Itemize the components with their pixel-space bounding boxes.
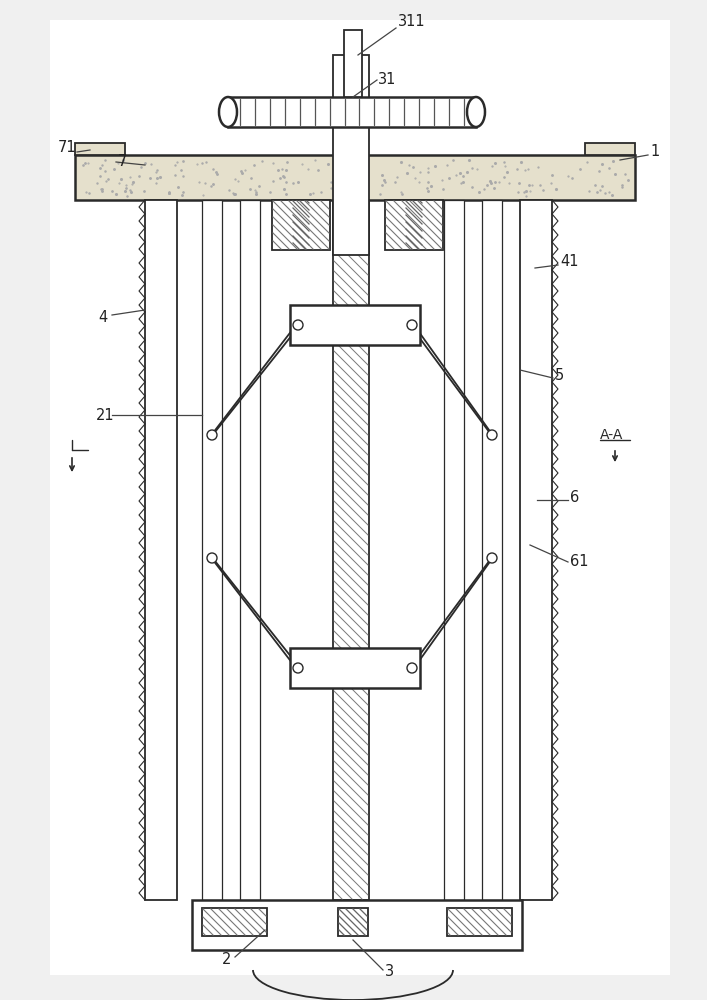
Text: 1: 1 <box>650 144 659 159</box>
Bar <box>202 200 222 900</box>
Circle shape <box>293 663 303 673</box>
Bar <box>290 305 420 345</box>
Circle shape <box>207 553 217 563</box>
Text: 3: 3 <box>385 964 394 980</box>
Ellipse shape <box>467 97 485 127</box>
Bar <box>520 200 552 900</box>
Text: A-A: A-A <box>600 428 624 442</box>
Circle shape <box>293 320 303 330</box>
Bar <box>75 143 125 155</box>
Text: 2: 2 <box>222 952 231 968</box>
Circle shape <box>407 320 417 330</box>
Bar <box>447 908 512 936</box>
Bar <box>290 648 420 688</box>
Text: 41: 41 <box>560 254 578 269</box>
Text: 311: 311 <box>398 14 426 29</box>
Bar <box>333 55 369 255</box>
Bar <box>344 30 362 97</box>
Bar <box>385 200 443 250</box>
Bar <box>145 200 177 900</box>
Bar <box>240 200 260 900</box>
Bar <box>75 155 635 200</box>
Bar <box>202 908 267 936</box>
Bar <box>585 143 635 155</box>
Text: 5: 5 <box>555 367 564 382</box>
Bar <box>333 200 369 900</box>
Text: 21: 21 <box>96 408 115 422</box>
Circle shape <box>407 663 417 673</box>
Text: 7: 7 <box>118 154 127 169</box>
Text: 61: 61 <box>570 554 588 570</box>
Ellipse shape <box>219 97 237 127</box>
Circle shape <box>487 430 497 440</box>
Circle shape <box>207 430 217 440</box>
Bar <box>482 200 502 900</box>
Text: 71: 71 <box>58 140 76 155</box>
Bar <box>444 200 464 900</box>
Bar <box>272 200 330 250</box>
Bar <box>192 900 522 950</box>
Text: 31: 31 <box>378 73 397 88</box>
Circle shape <box>487 553 497 563</box>
Text: 6: 6 <box>570 490 579 506</box>
Bar <box>50 20 670 975</box>
Bar <box>338 908 368 936</box>
Bar <box>228 97 476 127</box>
Text: 4: 4 <box>98 310 107 326</box>
